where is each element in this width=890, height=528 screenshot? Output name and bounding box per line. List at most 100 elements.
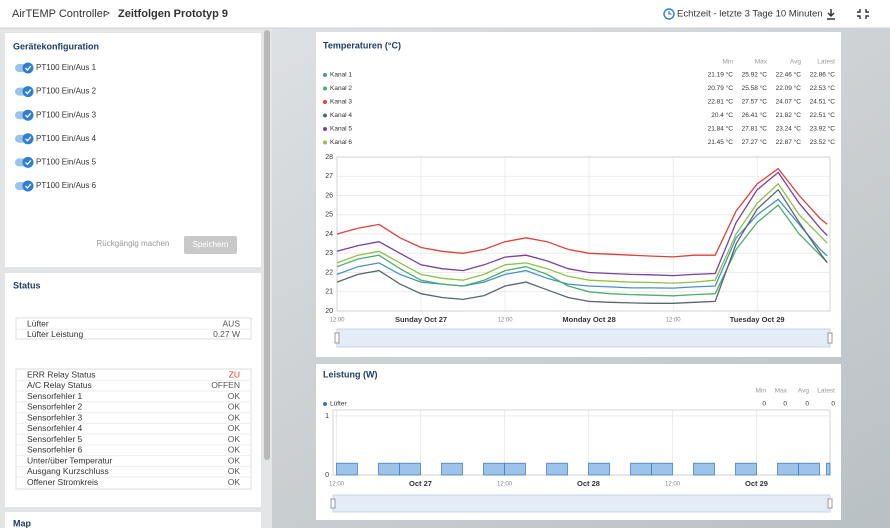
legend-swatch[interactable] [323, 127, 327, 131]
config-title: Gerätekonfiguration [13, 41, 99, 51]
stat-value: 20.79 °C [708, 84, 734, 92]
navigator[interactable] [332, 494, 831, 513]
stat-value: 24.51 °C [810, 98, 836, 106]
legend-label[interactable]: Kanal 2 [330, 85, 352, 92]
status-label: ERR Relay Status [27, 369, 96, 379]
status-label: Ausgang Kurzschluss [27, 466, 109, 476]
toggle-label: PT100 Ein/Aus 4 [36, 134, 97, 143]
download-icon[interactable] [827, 9, 835, 20]
clock-icon[interactable] [663, 8, 675, 20]
legend-label[interactable]: Lüfter [330, 401, 347, 408]
legend-label[interactable]: Kanal 4 [330, 112, 352, 119]
step-segment [826, 462, 831, 476]
step-segment [693, 462, 715, 476]
legend-label[interactable]: Kanal 3 [330, 99, 352, 106]
stat-value: 27.27 °C [742, 138, 768, 146]
undo-button[interactable]: Rückgängig machen [97, 239, 170, 248]
y-tick-label: 1 [325, 413, 329, 420]
step-segment [798, 462, 820, 476]
series-line [336, 204, 828, 297]
time-range[interactable]: Echtzeit - letzte 3 Tage 10 Minuten [677, 9, 823, 20]
x-tick-label: 12:00 [666, 318, 682, 324]
toggle-check [25, 112, 32, 119]
stat-value: 0 [762, 401, 766, 408]
toggle-knob[interactable] [22, 109, 34, 121]
stat-value: 27.81 °C [742, 125, 768, 133]
stat-value: 22.51 °C [810, 111, 836, 119]
legend-swatch[interactable] [323, 140, 327, 145]
navigator-handle[interactable] [827, 498, 833, 509]
scrollbar[interactable] [264, 30, 270, 460]
save-button-bg[interactable] [184, 236, 237, 254]
app-title[interactable]: AirTEMP Controller [12, 8, 107, 20]
status-value: ZU [229, 369, 240, 379]
status-value: OK [228, 466, 241, 476]
status-label: A/C Relay Status [27, 380, 92, 390]
step-segment [483, 462, 505, 476]
stat-value: 23.24 °C [776, 125, 802, 133]
navigator-handle[interactable] [827, 332, 833, 344]
legend-label[interactable]: Kanal 6 [330, 139, 352, 146]
x-tick-label: 12:00 [498, 318, 514, 324]
page-title: Zeitfolgen Prototyp 9 [118, 8, 228, 20]
stat-value: 25.58 °C [742, 84, 768, 92]
x-tick-label: Monday Oct 28 [562, 315, 615, 324]
series-line [336, 171, 828, 277]
status-label: Sensorfehler 3 [27, 412, 83, 422]
series-line [336, 167, 828, 258]
navigator-handle[interactable] [334, 332, 340, 344]
stat-value: 27.57 °C [742, 98, 768, 106]
stat-value: 21.82 °C [776, 111, 802, 119]
status-value: OK [228, 423, 241, 433]
toggle-knob[interactable] [22, 133, 34, 145]
stat-value: 22.53 °C [810, 84, 836, 92]
stat-header: Avg [798, 388, 809, 395]
status-table-2 [15, 368, 252, 490]
step-segment [504, 462, 526, 476]
status-value: OK [228, 445, 241, 455]
y-tick-label: 24 [325, 231, 333, 238]
stat-value: 23.92 °C [810, 125, 836, 133]
legend-swatch[interactable] [323, 402, 327, 406]
toggle-knob[interactable] [22, 180, 34, 192]
toggle-label: PT100 Ein/Aus 3 [36, 110, 97, 119]
series-line [336, 188, 828, 304]
toggle-label: PT100 Ein/Aus 2 [36, 87, 97, 96]
stat-value: 0 [831, 401, 835, 408]
stat-value: 22.46 °C [776, 71, 802, 79]
status-value: OK [228, 477, 241, 487]
save-button[interactable]: Speichern [192, 240, 228, 249]
stat-value: 23.52 °C [810, 138, 836, 146]
legend-swatch[interactable] [323, 100, 327, 104]
status-value: AUS [223, 318, 241, 328]
status-table-1 [15, 317, 252, 340]
fullscreen-icon[interactable] [857, 9, 869, 19]
x-tick-label: 12:00 [329, 318, 345, 324]
navigator[interactable] [336, 328, 831, 348]
legend-label[interactable]: Kanal 5 [330, 126, 352, 133]
toggle-knob[interactable] [22, 62, 34, 74]
status-value: OK [228, 455, 241, 465]
status-value: 0.27 W [213, 329, 240, 339]
stat-value: 21.84 °C [708, 125, 734, 133]
status-label: Sensorfehler 6 [27, 445, 83, 455]
legend-swatch[interactable] [323, 86, 327, 91]
status-title: Status [13, 280, 41, 290]
stat-value: 21.19 °C [708, 71, 734, 79]
navigator-handle[interactable] [330, 498, 336, 509]
plot-frame [332, 409, 831, 476]
legend-label[interactable]: Kanal 1 [330, 72, 352, 79]
stat-header: Min [756, 388, 767, 395]
legend-swatch[interactable] [323, 113, 327, 118]
toggle-check [25, 89, 32, 95]
toggle-knob[interactable] [22, 156, 34, 168]
y-tick-label: 21 [325, 289, 333, 296]
status-label: Lüfter Leistung [27, 329, 84, 339]
status-value: OK [228, 434, 241, 444]
toggle-knob[interactable] [22, 86, 34, 98]
status-label: Lüfter [27, 318, 49, 328]
stat-value: 24.07 °C [776, 98, 802, 106]
status-value: OFFEN [211, 380, 240, 390]
legend-swatch[interactable] [323, 73, 327, 77]
config-card [5, 33, 261, 267]
